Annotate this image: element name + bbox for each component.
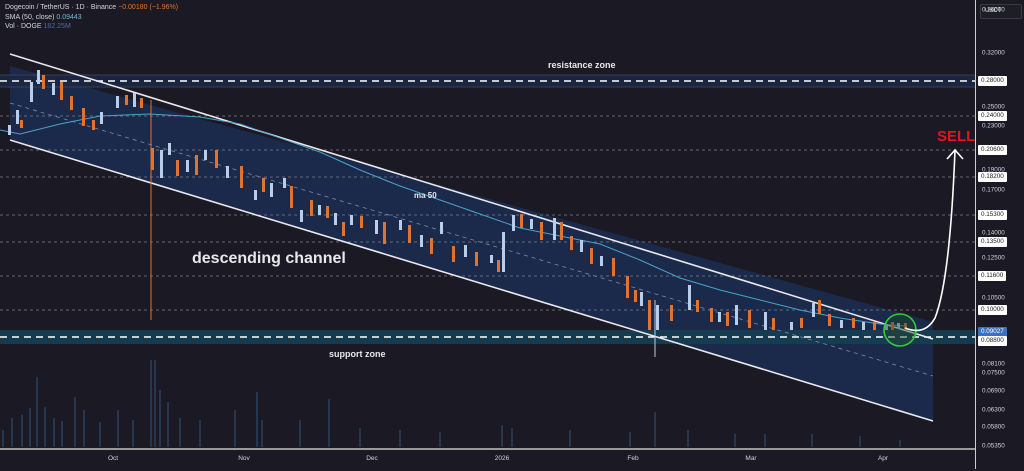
sma-label: SMA (50, close) [5,13,55,21]
symbol-label: Dogecoin / TetherUS · 1D · Binance [5,4,117,11]
time-tick: Feb [627,455,639,462]
price-tick: 0.19000 [982,166,1005,174]
level-price-tag: 0.10000 [978,305,1007,315]
price-tick: 0.06900 [982,387,1005,395]
level-price-tag: 0.11600 [978,271,1007,281]
chart-legend: Dogecoin / TetherUS · 1D · Binance −0.00… [5,3,178,32]
sma-value: 0.09443 [56,13,82,21]
time-axis[interactable]: Oct Nov Dec 2026 Feb Mar Apr [0,448,975,471]
price-tick: 0.05800 [982,423,1005,431]
support-zone-label: support zone [329,349,386,359]
price-tick: 0.23000 [982,122,1005,130]
level-price-tag: 0.15300 [978,210,1007,220]
price-tick: 0.32000 [982,49,1005,57]
price-tick: 0.12500 [982,254,1005,262]
price-tick: 0.07500 [982,369,1005,377]
level-price-tag: 0.13500 [978,237,1007,247]
volume-row[interactable]: Vol · DOGE 182.25M [5,22,178,32]
price-tick: 0.06300 [982,406,1005,414]
time-tick: Mar [745,455,757,462]
price-axis[interactable]: USDT 0.36000 0.32000 0.25000 0.23000 0.19000… [975,0,1024,469]
descending-channel-label: descending channel [192,250,346,267]
price-tick: 0.17000 [982,186,1005,194]
level-price-tag: 0.20600 [978,145,1007,155]
last-price-tag: 0.09027 [978,327,1007,337]
sell-label: SELL [937,128,976,145]
sma-row[interactable]: SMA (50, close) 0.09443 [5,13,178,23]
price-tick: 0.05350 [982,442,1005,450]
price-change: −0.00180 (−1.96%) [118,4,179,11]
time-tick: Dec [366,455,378,462]
time-tick: Apr [877,455,889,462]
volume-label: Vol · DOGE [5,23,42,30]
volume-value: 182.25M [43,23,71,30]
time-tick: 2026 [494,455,510,462]
ma-50-label: ma 50 [414,191,437,200]
time-tick: Oct [107,455,119,462]
chart-plot-area[interactable]: Dogecoin / TetherUS · 1D · Binance −0.00… [0,0,975,447]
price-tick: 0.14000 [982,229,1005,237]
currency-unit-button[interactable]: USDT [980,4,1022,19]
level-price-tag: 0.24000 [978,111,1007,121]
chart-canvas [0,53,975,447]
symbol-row[interactable]: Dogecoin / TetherUS · 1D · Binance −0.00… [5,3,178,13]
price-tick: 0.10500 [982,294,1005,302]
time-tick: Nov [238,455,250,462]
price-tick: 0.36000 [982,6,1005,14]
resistance-zone-label: resistance zone [548,60,616,70]
level-price-tag: 0.28000 [978,76,1007,86]
level-price-tag: 0.18200 [978,172,1007,182]
price-tick: 0.25000 [982,103,1005,111]
level-price-tag: 0.08800 [978,336,1007,346]
price-tick: 0.08100 [982,360,1005,368]
